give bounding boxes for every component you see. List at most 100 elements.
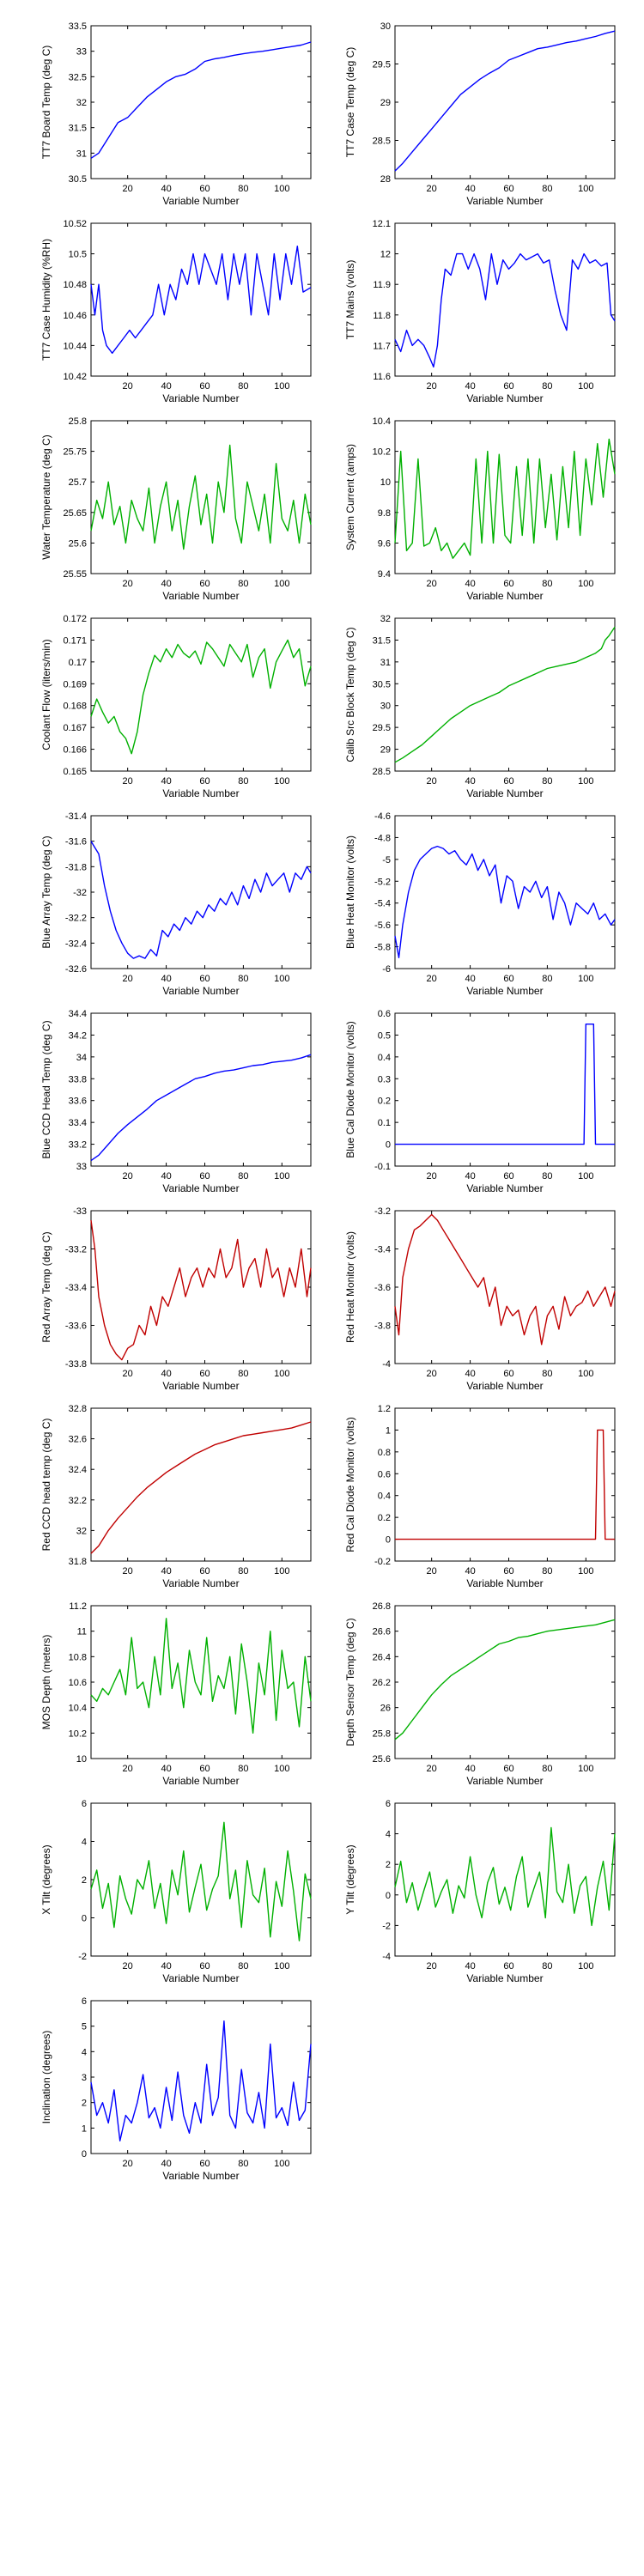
x-tick-label: 100 bbox=[274, 1764, 289, 1774]
y-tick-label: 25.6 bbox=[373, 1754, 391, 1765]
x-tick-label: 60 bbox=[199, 381, 210, 392]
x-axis-label: Variable Number bbox=[162, 1182, 239, 1194]
y-axis-label: Blue Array Temp (deg C) bbox=[40, 835, 52, 948]
x-tick-label: 80 bbox=[238, 381, 248, 392]
x-tick-label: 100 bbox=[274, 974, 289, 984]
x-tick-label: 20 bbox=[427, 1961, 437, 1971]
y-tick-label: 33.6 bbox=[69, 1097, 87, 1107]
x-axis-label: Variable Number bbox=[162, 392, 239, 404]
y-tick-label: 10.52 bbox=[63, 219, 87, 229]
y-tick-label: -2 bbox=[78, 1952, 87, 1962]
y-tick-label: -4 bbox=[382, 1952, 391, 1962]
series-line bbox=[394, 30, 616, 172]
y-axis-label: Water Temperature (deg C) bbox=[40, 434, 52, 559]
y-tick-label: 10.48 bbox=[63, 280, 87, 290]
y-tick-label: 11.8 bbox=[373, 311, 391, 321]
x-tick-label: 80 bbox=[238, 776, 248, 787]
y-tick-label: 25.65 bbox=[63, 508, 87, 519]
x-tick-label: 40 bbox=[161, 579, 171, 589]
x-tick-label: 20 bbox=[123, 579, 133, 589]
chart-panel: 0 1 2 3 4 5 6 20 40 60 80 100 Variable Number Inclina… bbox=[40, 1996, 312, 2182]
y-tick-label: -0.1 bbox=[374, 1162, 391, 1172]
chart-panel: 25.6 25.8 26 26.2 26.4 26.6 26.8 20 40 60 80 100 Var… bbox=[344, 1601, 616, 1787]
x-tick-label: 60 bbox=[199, 1566, 210, 1577]
y-axis-label: Red Heat Monitor (volts) bbox=[344, 1231, 356, 1343]
y-tick-label: -5 bbox=[382, 855, 391, 866]
x-tick-label: 20 bbox=[427, 1369, 437, 1379]
y-tick-label: -33.8 bbox=[65, 1359, 87, 1370]
y-tick-label: -32.4 bbox=[65, 939, 87, 949]
x-tick-label: 100 bbox=[274, 2159, 289, 2169]
y-tick-label: 6 bbox=[386, 1799, 391, 1809]
chart-panel: 28 28.5 29 29.5 30 20 40 60 80 100 Variable Number… bbox=[344, 21, 616, 207]
x-tick-label: 40 bbox=[465, 974, 475, 984]
x-tick-label: 40 bbox=[465, 1764, 475, 1774]
y-tick-label: -32 bbox=[73, 888, 87, 898]
x-tick-label: 60 bbox=[199, 184, 210, 194]
y-tick-label: 9.6 bbox=[378, 538, 391, 549]
y-tick-label: 3 bbox=[82, 2073, 87, 2083]
series-line bbox=[90, 841, 312, 959]
y-tick-label: 33.2 bbox=[69, 1140, 87, 1151]
series-line bbox=[395, 1024, 615, 1145]
y-tick-label: -31.8 bbox=[65, 862, 87, 872]
x-axis-label: Variable Number bbox=[162, 2170, 239, 2182]
y-tick-label: 26.6 bbox=[373, 1627, 391, 1637]
y-tick-label: 0 bbox=[82, 2149, 87, 2160]
plot-frame bbox=[90, 1012, 312, 1167]
plot-frame bbox=[90, 815, 312, 969]
y-axis-label: TT7 Case Humidity (%RH) bbox=[40, 239, 52, 361]
y-axis-label: TT7 Board Temp (deg C) bbox=[40, 46, 52, 160]
chart-panel: -2 0 2 4 6 20 40 60 80 100 Variable Number X Tilt (… bbox=[40, 1799, 312, 1984]
x-tick-label: 40 bbox=[161, 1171, 171, 1182]
y-tick-label: 4 bbox=[82, 2047, 87, 2057]
x-tick-label: 40 bbox=[465, 579, 475, 589]
x-tick-label: 40 bbox=[161, 776, 171, 787]
y-tick-label: 29 bbox=[380, 98, 391, 108]
chart-panel: 9.4 9.6 9.8 10 10.2 10.4 20 40 60 80 100 Variable N… bbox=[344, 416, 616, 602]
y-tick-label: 12 bbox=[380, 250, 391, 260]
series-line bbox=[394, 626, 616, 763]
x-tick-label: 60 bbox=[199, 1171, 210, 1182]
y-tick-label: 0.2 bbox=[378, 1513, 391, 1523]
y-tick-label: 0 bbox=[386, 1140, 391, 1151]
y-tick-label: -2 bbox=[382, 1921, 391, 1931]
y-axis-label: Red CCD head temp (deg C) bbox=[40, 1419, 52, 1552]
y-tick-label: 26.2 bbox=[373, 1678, 391, 1688]
x-tick-label: 60 bbox=[199, 1369, 210, 1379]
y-tick-label: 2 bbox=[82, 2099, 87, 2109]
y-tick-label: 0.1 bbox=[378, 1118, 391, 1128]
series-line bbox=[90, 41, 312, 159]
plot-frame bbox=[394, 222, 616, 377]
y-tick-label: 33.8 bbox=[69, 1074, 87, 1084]
x-tick-label: 40 bbox=[465, 776, 475, 787]
y-tick-label: 34 bbox=[76, 1053, 87, 1063]
y-tick-label: 26 bbox=[380, 1704, 391, 1714]
y-tick-label: 10 bbox=[380, 477, 391, 488]
x-tick-label: 40 bbox=[161, 1369, 171, 1379]
x-tick-label: 80 bbox=[238, 1369, 248, 1379]
y-tick-label: -32.6 bbox=[65, 964, 87, 975]
x-tick-label: 60 bbox=[503, 776, 513, 787]
plot-frame bbox=[394, 617, 616, 772]
x-tick-label: 20 bbox=[123, 1566, 133, 1577]
chart-panel: -4 -2 0 2 4 6 20 40 60 80 100 Variable Number Y Tilt… bbox=[344, 1799, 616, 1984]
x-axis-label: Variable Number bbox=[466, 787, 543, 799]
x-tick-label: 80 bbox=[238, 2159, 248, 2169]
x-tick-label: 100 bbox=[578, 776, 593, 787]
y-tick-label: 0.171 bbox=[63, 635, 87, 646]
plot-frame bbox=[90, 617, 312, 772]
x-axis-label: Variable Number bbox=[466, 1775, 543, 1787]
x-axis-label: Variable Number bbox=[162, 985, 239, 997]
y-tick-label: 25.6 bbox=[69, 538, 87, 549]
y-tick-label: 29 bbox=[380, 745, 391, 756]
y-tick-label: 31.5 bbox=[69, 124, 87, 134]
x-axis-label: Variable Number bbox=[466, 590, 543, 602]
x-axis-label: Variable Number bbox=[162, 1972, 239, 1984]
plot-frame bbox=[394, 1210, 616, 1364]
y-tick-label: -5.8 bbox=[374, 943, 391, 953]
chart-panel: 28.5 29 29.5 30 30.5 31 31.5 32 20 40 60 80 100 Varia… bbox=[344, 614, 616, 799]
y-tick-label: 0.2 bbox=[378, 1097, 391, 1107]
y-tick-label: 10.44 bbox=[63, 341, 87, 351]
